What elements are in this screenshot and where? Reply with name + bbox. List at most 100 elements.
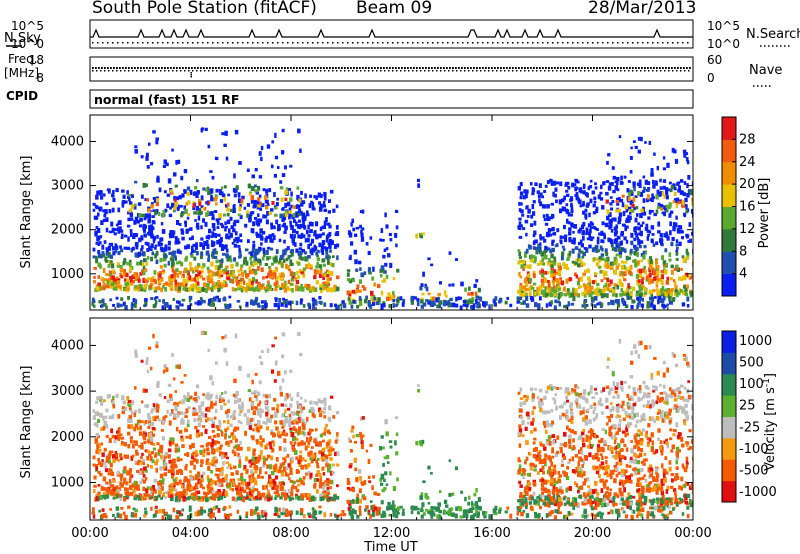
power-cell bbox=[626, 287, 630, 291]
power-cell bbox=[253, 216, 258, 220]
power-cell bbox=[667, 206, 671, 210]
power-cell bbox=[571, 248, 575, 254]
velocity-cell bbox=[102, 492, 107, 497]
power-cell bbox=[647, 279, 652, 285]
power-cell bbox=[233, 257, 237, 262]
power-cell bbox=[217, 298, 221, 303]
power-cell bbox=[256, 185, 261, 191]
velocity-cell bbox=[297, 459, 301, 465]
velocity-cell bbox=[127, 491, 131, 497]
power-cell bbox=[613, 257, 617, 262]
velocity-cell bbox=[220, 466, 224, 472]
velocity-cell bbox=[322, 481, 326, 486]
power-cell bbox=[388, 232, 392, 237]
velocity-cell bbox=[210, 447, 215, 451]
power-cell bbox=[99, 206, 103, 210]
velocity-cell bbox=[261, 409, 264, 413]
freq-dot bbox=[107, 67, 109, 69]
power-cell bbox=[269, 274, 273, 279]
power-cell bbox=[253, 199, 257, 205]
power-cell bbox=[484, 301, 488, 306]
power-cell bbox=[252, 287, 256, 293]
power-cell bbox=[213, 296, 217, 302]
power-cell bbox=[520, 292, 524, 298]
velocity-cell bbox=[252, 451, 256, 456]
power-cell bbox=[682, 257, 687, 263]
velocity-cell bbox=[148, 423, 152, 427]
power-cell bbox=[627, 283, 630, 289]
freq-dot bbox=[431, 67, 433, 69]
power-cell bbox=[218, 192, 222, 196]
power-cell bbox=[268, 187, 272, 193]
power-cell bbox=[636, 237, 640, 241]
velocity-cell bbox=[195, 449, 198, 456]
power-cell bbox=[538, 246, 542, 252]
freq-dot bbox=[260, 67, 262, 69]
power-cell bbox=[199, 255, 203, 260]
velocity-cell bbox=[92, 489, 96, 493]
power-cell bbox=[353, 300, 357, 304]
nave-dot bbox=[492, 70, 494, 72]
power-cell bbox=[146, 165, 150, 169]
power-cell bbox=[286, 201, 291, 207]
power-cell bbox=[651, 195, 654, 201]
velocity-cell bbox=[179, 458, 183, 461]
power-cell bbox=[257, 281, 261, 285]
power-cell bbox=[646, 304, 650, 309]
power-cell bbox=[614, 180, 618, 184]
power-cell bbox=[669, 230, 672, 236]
velocity-cell bbox=[318, 450, 322, 455]
freq-dot bbox=[185, 67, 187, 69]
power-cell bbox=[458, 296, 463, 300]
power-cell bbox=[690, 275, 693, 279]
power-cell bbox=[621, 274, 625, 279]
velocity-cell bbox=[307, 441, 311, 445]
velocity-cell bbox=[298, 455, 303, 459]
power-cell bbox=[414, 296, 417, 300]
velocity-cell bbox=[261, 464, 266, 468]
freq-dot bbox=[482, 67, 484, 69]
velocity-cell bbox=[303, 432, 307, 437]
power-cell bbox=[369, 236, 373, 240]
power-cell bbox=[135, 241, 139, 247]
power-cell bbox=[140, 248, 143, 252]
velocity-cell bbox=[229, 440, 233, 444]
power-cell bbox=[183, 205, 187, 211]
power-cell bbox=[330, 271, 334, 277]
power-cell bbox=[584, 285, 588, 291]
power-cell bbox=[260, 284, 264, 288]
nsearch-dot bbox=[362, 42, 364, 44]
power-cell bbox=[234, 287, 237, 292]
power-cell bbox=[206, 239, 209, 246]
power-cell bbox=[270, 262, 274, 266]
power-cell bbox=[576, 280, 580, 286]
power-cell bbox=[163, 190, 167, 194]
power-cell bbox=[206, 279, 210, 283]
velocity-cell bbox=[186, 485, 190, 491]
freq-dot bbox=[524, 67, 526, 69]
velocity-cell bbox=[303, 422, 307, 426]
power-cell bbox=[519, 182, 523, 187]
velocity-cell bbox=[288, 477, 291, 481]
velocity-cell bbox=[250, 494, 254, 498]
nave-dot bbox=[336, 70, 338, 72]
power-cell bbox=[611, 217, 614, 221]
power-cell bbox=[190, 248, 194, 254]
velocity-cell bbox=[123, 442, 127, 447]
power-cell bbox=[175, 305, 179, 309]
power-cell bbox=[281, 128, 285, 133]
power-cell bbox=[274, 287, 278, 292]
power-cell bbox=[250, 280, 254, 285]
nsearch-dot bbox=[92, 42, 94, 44]
nsearch-tick-bottom: 10^0 bbox=[707, 37, 740, 51]
power-cell bbox=[360, 229, 363, 234]
freq-dot bbox=[623, 67, 625, 69]
power-cell bbox=[250, 228, 254, 233]
power-cell bbox=[224, 281, 228, 286]
power-cell bbox=[290, 191, 293, 197]
power-cell bbox=[308, 287, 313, 293]
nave-dot bbox=[664, 70, 666, 72]
power-cell bbox=[533, 220, 537, 226]
velocity-cell bbox=[120, 456, 123, 461]
power-cell bbox=[572, 287, 575, 292]
